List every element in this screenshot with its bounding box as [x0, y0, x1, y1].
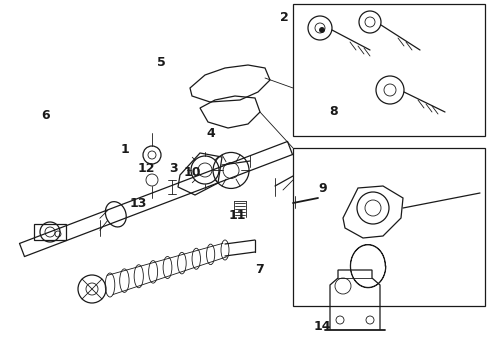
Text: 2: 2 — [280, 11, 289, 24]
Ellipse shape — [319, 27, 324, 32]
Text: 14: 14 — [314, 320, 331, 333]
Bar — [293, 4, 485, 136]
Bar — [293, 148, 485, 306]
Text: 12: 12 — [137, 162, 155, 175]
Text: 5: 5 — [157, 57, 166, 69]
Text: 11: 11 — [229, 209, 246, 222]
Text: 3: 3 — [170, 162, 178, 175]
Text: 7: 7 — [255, 263, 264, 276]
Text: 1: 1 — [121, 143, 129, 156]
Text: 13: 13 — [129, 197, 147, 210]
Text: 8: 8 — [329, 105, 338, 118]
Text: 9: 9 — [318, 183, 327, 195]
Text: 4: 4 — [206, 127, 215, 140]
Text: 10: 10 — [183, 166, 201, 179]
Text: 6: 6 — [41, 109, 49, 122]
